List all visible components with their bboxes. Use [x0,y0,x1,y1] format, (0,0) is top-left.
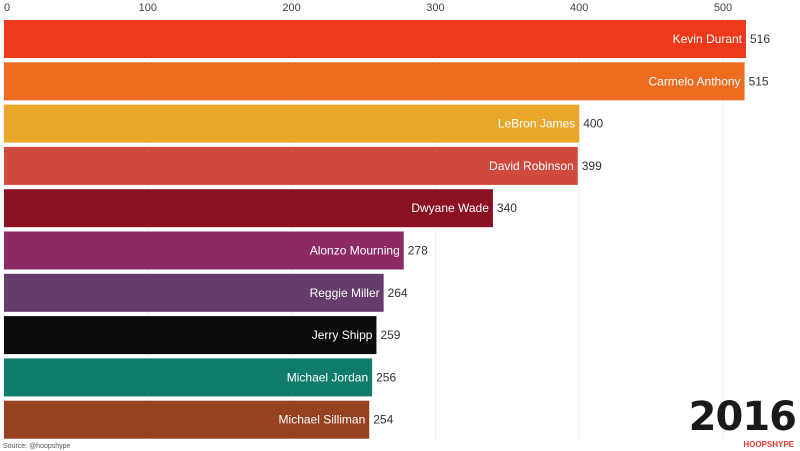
x-tick-label: 500 [714,2,732,14]
x-tick-label: 0 [4,2,10,14]
bar-label: LeBron James [498,117,575,131]
bar-label: Kevin Durant [673,32,743,46]
bar-label: Michael Jordan [287,370,368,384]
bar-label: Reggie Miller [310,286,380,300]
bar [4,104,580,143]
value-label: 515 [749,74,769,88]
source-note: Source: @hoopshype [3,443,71,450]
bar-label: David Robinson [489,159,574,173]
bar [4,400,370,439]
bar [4,358,373,397]
bar [4,20,747,58]
value-label: 264 [388,286,408,300]
bar [4,189,493,228]
value-label: 254 [373,413,393,427]
hoopshype-logo: HOOPSHYPE [743,440,794,449]
bar-label: Alonzo Mourning [310,244,400,258]
value-label: 516 [750,32,770,46]
bar [4,316,377,355]
value-label: 399 [582,159,602,173]
value-label: 256 [376,370,396,384]
bar [4,146,578,185]
x-tick-label: 300 [426,2,444,14]
value-label: 259 [380,328,400,342]
bar-label: Carmelo Anthony [649,74,741,88]
value-label: 278 [408,244,428,258]
x-tick-label: 200 [282,2,300,14]
x-tick-label: 400 [570,2,588,14]
value-label: 400 [583,117,603,131]
bar [4,231,404,270]
bar-label: Dwyane Wade [411,201,489,215]
bar-label: Jerry Shipp [312,328,373,342]
year-label: 2016 [688,394,797,440]
value-label: 340 [497,201,517,215]
x-tick-label: 100 [139,2,157,14]
bar [4,62,745,101]
bar [4,273,384,312]
bar-label: Michael Silliman [279,413,366,427]
